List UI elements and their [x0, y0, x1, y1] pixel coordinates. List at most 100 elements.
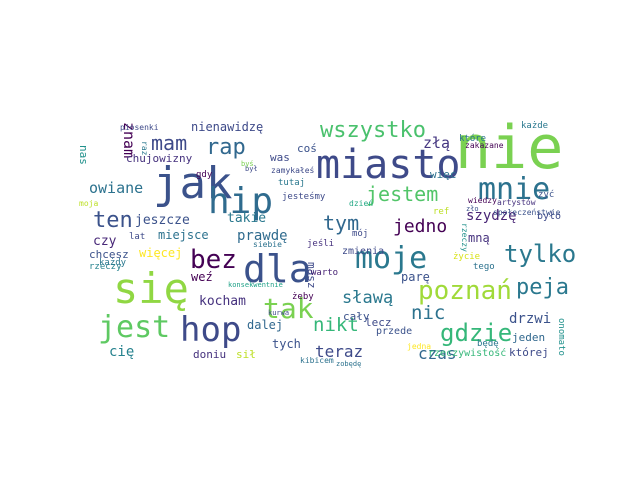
- cloud-word: mój: [352, 228, 368, 239]
- cloud-word: mam: [151, 131, 187, 155]
- cloud-word: bez: [190, 245, 237, 275]
- cloud-word: nas: [77, 145, 90, 165]
- cloud-word: onomato: [556, 318, 566, 356]
- cloud-word: byś: [241, 160, 254, 168]
- cloud-word: kocham: [199, 294, 246, 309]
- cloud-word: rzeczy: [89, 262, 122, 272]
- cloud-word: wiedzy: [468, 196, 497, 205]
- cloud-word: hip: [208, 181, 273, 222]
- cloud-word: dla: [243, 247, 312, 291]
- cloud-word: złą: [423, 134, 450, 152]
- cloud-word: chujowizny: [126, 152, 193, 165]
- cloud-word: drzwi: [509, 311, 551, 327]
- cloud-word: jedno: [393, 216, 447, 237]
- cloud-word: żyć: [538, 189, 554, 200]
- cloud-word: chcesz: [89, 248, 129, 261]
- cloud-word: mnie: [478, 172, 550, 207]
- cloud-word: sławą: [342, 288, 393, 308]
- cloud-word: rap: [206, 135, 246, 160]
- cloud-word: nic: [411, 302, 445, 324]
- cloud-word: miejsce: [158, 228, 209, 242]
- cloud-word: piosenki: [120, 123, 159, 132]
- cloud-word: czas: [418, 344, 457, 363]
- cloud-word: które: [459, 133, 486, 144]
- cloud-word: sił: [236, 348, 256, 361]
- cloud-word: tym: [323, 211, 359, 235]
- cloud-word: społeczeństwie: [493, 208, 561, 217]
- cloud-word: rzeczy: [460, 223, 469, 252]
- cloud-word: coś: [297, 142, 317, 155]
- cloud-word: każde: [521, 121, 548, 131]
- cloud-word: jestem: [366, 182, 438, 206]
- cloud-word: której: [509, 346, 549, 359]
- cloud-word: weź: [191, 270, 213, 284]
- cloud-word: więc: [430, 168, 457, 181]
- cloud-word: każdy: [99, 258, 127, 268]
- cloud-word: był: [245, 165, 258, 173]
- cloud-word: kurwa: [268, 309, 289, 317]
- cloud-word: szydzę: [466, 208, 517, 224]
- cloud-word: raz: [140, 141, 149, 156]
- cloud-word: tylko: [504, 240, 576, 268]
- cloud-word: tych: [272, 337, 301, 351]
- cloud-word: jest: [98, 310, 170, 345]
- cloud-word: kibicem: [300, 356, 334, 365]
- cloud-word: dalej: [247, 318, 283, 332]
- cloud-word: jedna: [407, 342, 431, 351]
- cloud-word: dzień: [349, 199, 373, 208]
- cloud-word: mną: [468, 231, 490, 245]
- cloud-word: znam: [120, 122, 138, 158]
- cloud-word: nikt: [313, 314, 359, 336]
- cloud-word: jesteśmy: [282, 191, 326, 202]
- cloud-word: artystów: [497, 197, 536, 207]
- cloud-word: was: [270, 151, 290, 164]
- cloud-word: jeden: [512, 331, 545, 344]
- cloud-word: ten: [93, 208, 133, 233]
- cloud-word: zamykałeś: [271, 165, 315, 175]
- cloud-word: parę: [401, 270, 430, 284]
- cloud-word: moja: [79, 199, 98, 208]
- cloud-word: czy: [93, 234, 117, 249]
- cloud-word: jak: [153, 158, 232, 209]
- cloud-word: siebie: [253, 240, 282, 249]
- cloud-word: zakazane: [465, 141, 504, 150]
- cloud-word: cały: [343, 310, 370, 323]
- cloud-word: żeby: [292, 292, 314, 302]
- cloud-word: się: [113, 264, 189, 313]
- cloud-word: będę: [477, 339, 499, 349]
- cloud-word: tutaj: [278, 178, 305, 188]
- cloud-word: doniu: [193, 348, 226, 361]
- cloud-word: życie: [453, 252, 480, 262]
- cloud-word: konsekwentnie: [228, 281, 283, 289]
- cloud-word: hop: [180, 310, 241, 350]
- cloud-word: nie: [455, 113, 563, 183]
- cloud-word: tego: [473, 262, 495, 272]
- cloud-word: zmienia: [342, 246, 384, 257]
- cloud-word: teraz: [315, 342, 363, 361]
- cloud-word: warto: [311, 268, 338, 278]
- cloud-word: więcej: [139, 246, 182, 260]
- cloud-word: prawdę: [237, 228, 288, 244]
- cloud-word: poznań: [418, 276, 512, 306]
- cloud-word: cię: [109, 344, 134, 360]
- cloud-word: zło: [466, 205, 479, 213]
- cloud-word: przede: [376, 326, 412, 337]
- cloud-word: lat: [129, 232, 145, 242]
- cloud-word: peja: [516, 275, 569, 300]
- cloud-word: miasto: [316, 142, 461, 188]
- cloud-word: gdy: [196, 170, 213, 180]
- cloud-word: wszystko: [320, 118, 426, 143]
- cloud-word: takie: [227, 211, 266, 226]
- cloud-word: nienawidzę: [191, 120, 263, 134]
- cloud-word: jeśli: [307, 238, 334, 249]
- cloud-word: moje: [355, 241, 427, 276]
- cloud-word: masz: [305, 262, 318, 289]
- cloud-word: owiane: [89, 179, 143, 197]
- cloud-word: ref: [433, 207, 449, 217]
- cloud-word: jeszcze: [135, 213, 190, 228]
- cloud-word: tak: [263, 292, 314, 325]
- cloud-word: gdzie: [440, 319, 512, 347]
- cloud-word: zobędę: [336, 360, 361, 368]
- cloud-word: było: [537, 211, 561, 222]
